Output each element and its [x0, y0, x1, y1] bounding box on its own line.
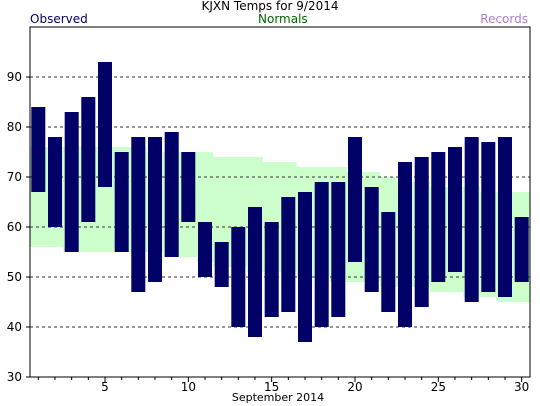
observed-bar-day-27 [464, 137, 479, 302]
y-tick-label-70: 70 [7, 170, 22, 184]
x-tick-label-30: 30 [514, 380, 529, 394]
observed-bar-day-6 [114, 152, 129, 252]
legend-observed: Observed [30, 12, 88, 26]
legend-records: Records [480, 12, 528, 26]
x-tick-label-25: 25 [431, 380, 446, 394]
y-tick-label-40: 40 [7, 320, 22, 334]
x-tick-label-10: 10 [181, 380, 196, 394]
observed-bar-day-8 [148, 137, 162, 282]
y-tick-label-60: 60 [7, 220, 22, 234]
grid-layer [30, 76, 530, 328]
observed-bar-day-19 [331, 182, 346, 317]
observed-bar-day-12 [214, 242, 229, 287]
observed-bar-day-18 [314, 182, 329, 327]
x-tick-label-20: 20 [347, 380, 362, 394]
observed-bar-day-17 [298, 192, 312, 342]
observed-bar-day-9 [164, 132, 179, 257]
plot-frame [29, 26, 531, 378]
observed-bar-day-5 [98, 62, 112, 187]
y-tick-label-90: 90 [7, 70, 22, 84]
x-axis-label: September 2014 [232, 391, 324, 404]
observed-bar-day-22 [381, 212, 396, 312]
observed-bar-day-20 [348, 137, 362, 262]
observed-bar-day-1 [31, 107, 46, 192]
y-tick-label-80: 80 [7, 120, 22, 134]
observed-bar-day-21 [364, 187, 379, 292]
axis-layer: 30 40 50 60 70 80 90 5 10 15 20 25 30 [7, 26, 531, 394]
observed-bar-day-3 [64, 112, 79, 252]
observed-bar-day-29 [498, 137, 512, 297]
observed-bar-day-24 [414, 157, 429, 307]
observed-bar-day-16 [281, 197, 296, 312]
observed-bar-day-7 [131, 137, 146, 292]
observed-bar-day-30 [514, 217, 529, 282]
observed-bar-day-10 [181, 152, 196, 222]
x-tick-label-5: 5 [101, 380, 109, 394]
observed-bar-layer [31, 62, 529, 342]
observed-bar-day-26 [448, 147, 462, 272]
y-tick-label-30: 30 [7, 370, 22, 384]
chart-title: KJXN Temps for 9/2014 [201, 0, 339, 13]
observed-bar-day-14 [248, 207, 262, 337]
x-tick-label-15: 15 [264, 380, 279, 394]
y-tick-label-50: 50 [7, 270, 22, 284]
legend-normals: Normals [258, 12, 308, 26]
observed-bar-day-13 [231, 227, 246, 327]
observed-bar-day-11 [198, 222, 212, 277]
observed-bar-day-2 [48, 137, 62, 227]
observed-bar-day-25 [431, 152, 446, 282]
observed-bar-day-15 [264, 222, 279, 317]
observed-bar-day-28 [481, 142, 496, 292]
observed-bar-day-4 [81, 97, 96, 222]
observed-bar-day-23 [398, 162, 412, 327]
